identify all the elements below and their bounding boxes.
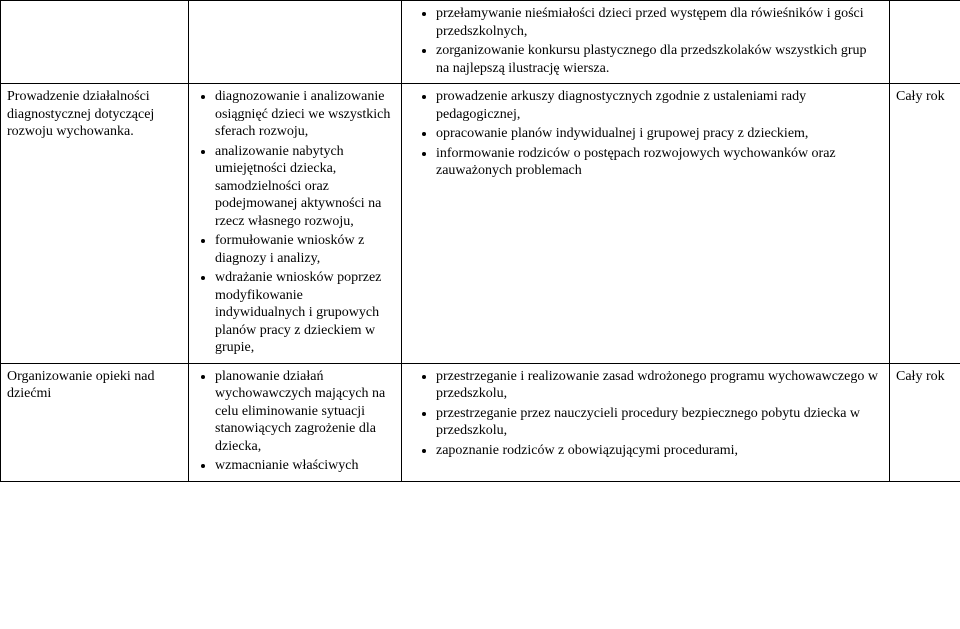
cell-details: przestrzeganie i realizowanie zasad wdro…	[402, 363, 890, 481]
list-item: wzmacnianie właściwych	[215, 457, 395, 475]
bullet-list: planowanie działań wychowawczych mającyc…	[195, 368, 395, 475]
cell-methods: planowanie działań wychowawczych mającyc…	[189, 363, 402, 481]
bullet-list: przestrzeganie i realizowanie zasad wdro…	[408, 368, 883, 460]
list-item: wdrażanie wniosków poprzez modyfikowanie…	[215, 269, 395, 357]
cell-details: przełamywanie nieśmiałości dzieci przed …	[402, 1, 890, 84]
bullet-list: przełamywanie nieśmiałości dzieci przed …	[408, 5, 883, 77]
document-table: przełamywanie nieśmiałości dzieci przed …	[0, 0, 960, 482]
cell-term: Cały rok	[890, 84, 960, 364]
table-row: Prowadzenie działalności diagnostycznej …	[1, 84, 960, 364]
cell-methods: diagnozowanie i analizowanie osiągnięć d…	[189, 84, 402, 364]
list-item: prowadzenie arkuszy diagnostycznych zgod…	[436, 88, 883, 123]
cell-term: Cały rok	[890, 363, 960, 481]
list-item: informowanie rodziców o postępach rozwoj…	[436, 145, 883, 180]
list-item: formułowanie wniosków z diagnozy i anali…	[215, 232, 395, 267]
list-item: przestrzeganie przez nauczycieli procedu…	[436, 405, 883, 440]
bullet-list: prowadzenie arkuszy diagnostycznych zgod…	[408, 88, 883, 180]
cell-activity: Organizowanie opieki nad dziećmi	[1, 363, 189, 481]
cell-methods	[189, 1, 402, 84]
list-item: opracowanie planów indywidualnej i grupo…	[436, 125, 883, 143]
cell-activity	[1, 1, 189, 84]
list-item: zapoznanie rodziców z obowiązującymi pro…	[436, 442, 883, 460]
list-item: zorganizowanie konkursu plastycznego dla…	[436, 42, 883, 77]
cell-details: prowadzenie arkuszy diagnostycznych zgod…	[402, 84, 890, 364]
list-item: diagnozowanie i analizowanie osiągnięć d…	[215, 88, 395, 141]
list-item: analizowanie nabytych umiejętności dziec…	[215, 143, 395, 231]
table-row: Organizowanie opieki nad dziećmi planowa…	[1, 363, 960, 481]
bullet-list: diagnozowanie i analizowanie osiągnięć d…	[195, 88, 395, 357]
table-row: przełamywanie nieśmiałości dzieci przed …	[1, 1, 960, 84]
list-item: planowanie działań wychowawczych mającyc…	[215, 368, 395, 456]
list-item: przełamywanie nieśmiałości dzieci przed …	[436, 5, 883, 40]
cell-activity: Prowadzenie działalności diagnostycznej …	[1, 84, 189, 364]
list-item: przestrzeganie i realizowanie zasad wdro…	[436, 368, 883, 403]
cell-term	[890, 1, 960, 84]
